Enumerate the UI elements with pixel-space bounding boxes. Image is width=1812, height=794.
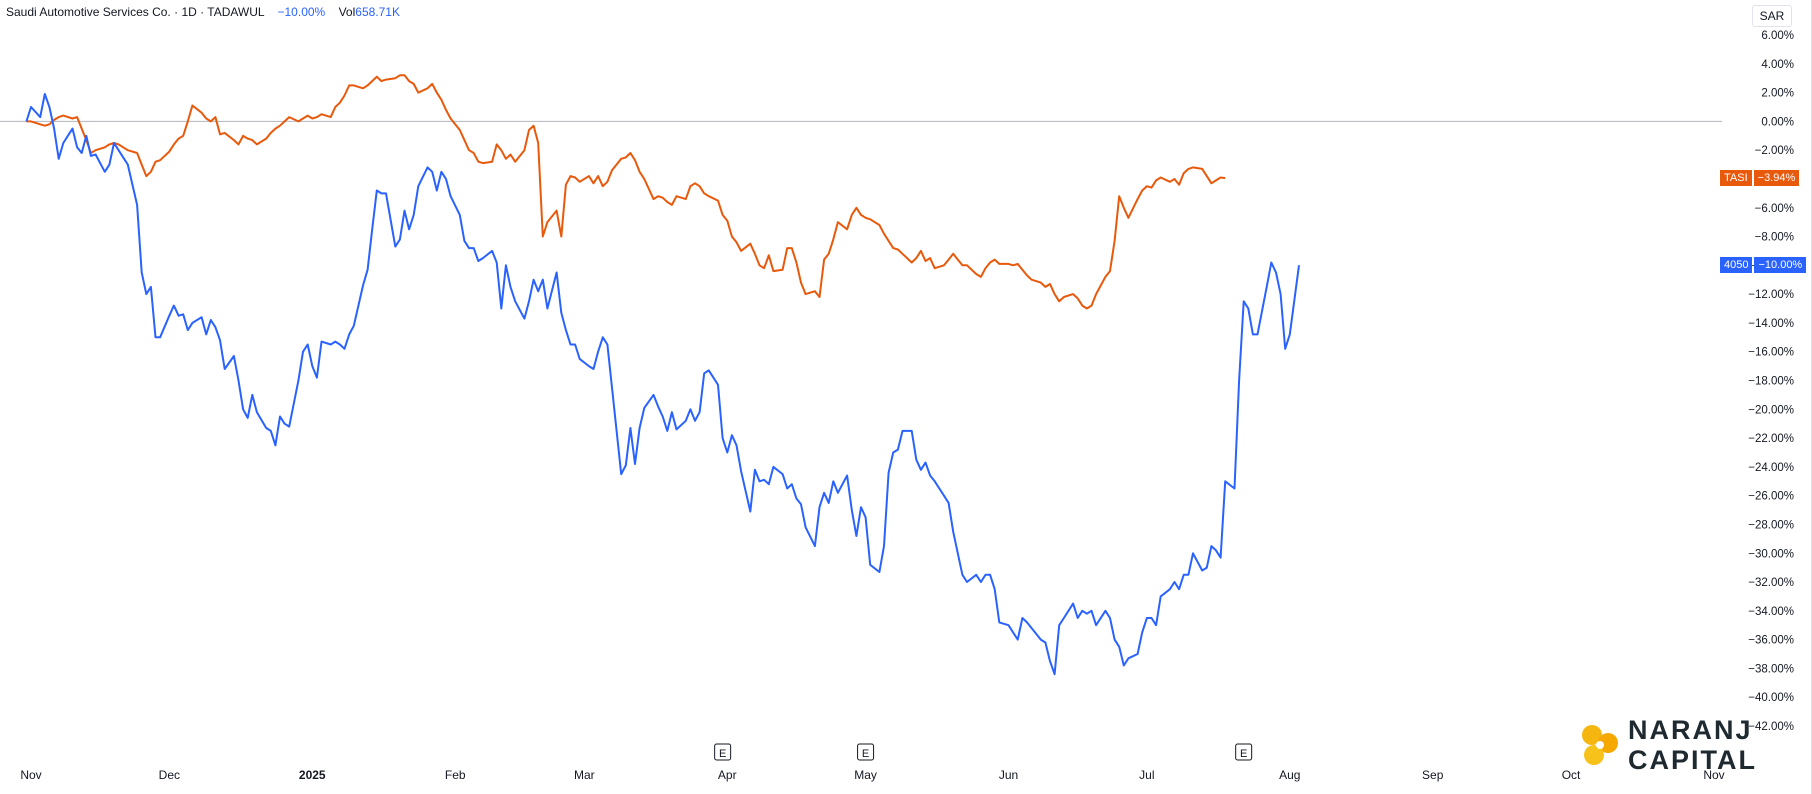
interval[interactable]: 1D [181, 5, 197, 19]
x-tick-label: Feb [445, 768, 466, 782]
price-tag-value: −10.00% [1754, 257, 1807, 274]
volume-label: Vol [338, 5, 356, 19]
y-tick-label: −30.00% [1748, 548, 1794, 560]
y-tick-label: −14.00% [1748, 318, 1794, 330]
earnings-label: E [719, 748, 726, 760]
separator-dot: · [200, 5, 208, 19]
x-tick-label: Oct [1562, 768, 1581, 782]
y-tick-label: 2.00% [1761, 88, 1794, 100]
legend-header: Saudi Automotive Services Co. · 1D · TAD… [6, 5, 400, 19]
earnings-label: E [862, 748, 869, 760]
x-tick-label: Aug [1279, 768, 1300, 782]
y-tick-label: −40.00% [1748, 692, 1794, 704]
earnings-label: E [1240, 748, 1247, 760]
series-lines [25, 74, 1300, 676]
y-tick-label: −24.00% [1748, 462, 1794, 474]
price-tag-value: −3.94% [1753, 170, 1800, 187]
x-tick-label: Jun [999, 768, 1018, 782]
x-tick-label: 2025 [299, 768, 326, 782]
earnings-box [714, 743, 732, 761]
y-tick-label: −6.00% [1755, 203, 1794, 215]
price-tag-tasi: TASI −3.94% [1720, 170, 1800, 187]
y-tick-label: −34.00% [1748, 606, 1794, 618]
y-tick-label: −16.00% [1748, 347, 1794, 359]
y-tick-label: −32.00% [1748, 577, 1794, 589]
y-tick-label: −22.00% [1748, 433, 1794, 445]
price-tag-4050: 4050 −10.00% [1720, 257, 1807, 274]
y-tick-label: 6.00% [1761, 30, 1794, 42]
x-tick-label: Nov [20, 768, 41, 782]
x-tick-label: Apr [718, 768, 737, 782]
y-tick-label: −12.00% [1748, 289, 1794, 301]
y-tick-label: 0.00% [1761, 116, 1794, 128]
x-axis: Nov Dec 2025 Feb Mar Apr May Jun Jul Aug Sep Oct Nov [20, 768, 1724, 782]
y-tick-label: −28.00% [1748, 519, 1794, 531]
price-tag-symbol: 4050 [1720, 257, 1753, 274]
price-tag-symbol: TASI [1720, 170, 1752, 187]
series-line-4050 [25, 93, 1300, 676]
x-tick-label: Dec [159, 768, 180, 782]
spacer [267, 5, 274, 19]
earnings-box [1235, 743, 1253, 761]
earnings-marker: E [1235, 743, 1253, 761]
y-tick-label: −2.00% [1755, 145, 1794, 157]
symbol-name[interactable]: Saudi Automotive Services Co. [6, 5, 171, 19]
spacer [329, 5, 336, 19]
x-tick-label: Sep [1422, 768, 1444, 782]
earnings-box [857, 743, 875, 761]
x-tick-label: Nov [1703, 768, 1724, 782]
y-tick-label: 4.00% [1761, 59, 1794, 71]
y-tick-label: −26.00% [1748, 491, 1794, 503]
earnings-marker: E [714, 743, 732, 761]
y-tick-label: −8.00% [1755, 232, 1794, 244]
x-tick-label: Jul [1139, 768, 1154, 782]
series-line-tasi [26, 74, 1226, 310]
earnings-marker: E [857, 743, 875, 761]
volume-value: 658.71K [355, 5, 400, 19]
y-tick-label: −20.00% [1748, 404, 1794, 416]
change-value: −10.00% [277, 5, 326, 19]
currency-button[interactable]: SAR [1752, 5, 1792, 27]
naranj-capital-logo: NARANJ CAPITAL [1578, 715, 1774, 777]
y-axis: 6.00%4.00%2.00%0.00%−2.00%−4.00%−6.00%−8… [1748, 30, 1794, 733]
y-tick-label: −38.00% [1748, 663, 1794, 675]
logo-icon [1582, 725, 1618, 765]
separator-dot: · [174, 5, 182, 19]
logo-text-line1: NARANJ [1628, 715, 1753, 745]
x-tick-label: May [854, 768, 877, 782]
x-tick-label: Mar [574, 768, 595, 782]
logo-text-line2: CAPITAL [1628, 745, 1757, 775]
y-tick-label: −36.00% [1748, 635, 1794, 647]
y-tick-label: −42.00% [1748, 721, 1794, 733]
y-tick-label: −18.00% [1748, 376, 1794, 388]
exchange: TADAWUL [207, 5, 265, 19]
